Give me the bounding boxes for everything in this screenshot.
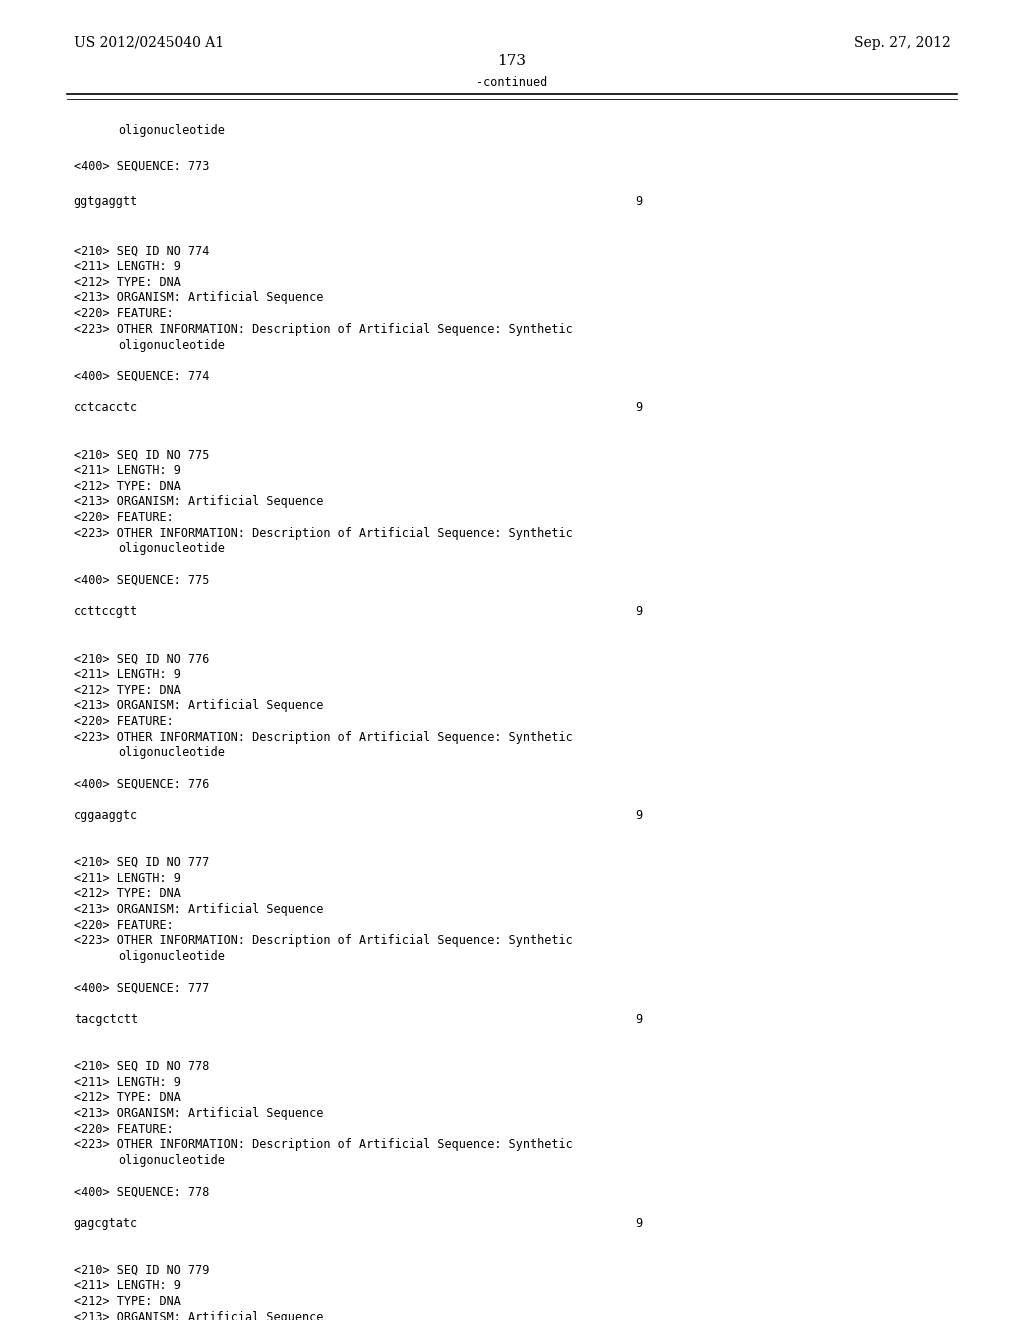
Text: <210> SEQ ID NO 774: <210> SEQ ID NO 774 — [74, 244, 209, 257]
Text: <210> SEQ ID NO 776: <210> SEQ ID NO 776 — [74, 652, 209, 665]
Text: <220> FEATURE:: <220> FEATURE: — [74, 919, 173, 932]
Text: <213> ORGANISM: Artificial Sequence: <213> ORGANISM: Artificial Sequence — [74, 1107, 324, 1119]
Text: <210> SEQ ID NO 778: <210> SEQ ID NO 778 — [74, 1060, 209, 1073]
Text: <210> SEQ ID NO 775: <210> SEQ ID NO 775 — [74, 449, 209, 461]
Text: <211> LENGTH: 9: <211> LENGTH: 9 — [74, 1076, 180, 1089]
Text: <220> FEATURE:: <220> FEATURE: — [74, 715, 173, 727]
Text: <220> FEATURE:: <220> FEATURE: — [74, 511, 173, 524]
Text: 9: 9 — [635, 195, 642, 207]
Text: 9: 9 — [635, 1012, 642, 1026]
Text: ggtgaggtt: ggtgaggtt — [74, 195, 138, 207]
Text: <400> SEQUENCE: 776: <400> SEQUENCE: 776 — [74, 777, 209, 791]
Text: <213> ORGANISM: Artificial Sequence: <213> ORGANISM: Artificial Sequence — [74, 700, 324, 713]
Text: <213> ORGANISM: Artificial Sequence: <213> ORGANISM: Artificial Sequence — [74, 1311, 324, 1320]
Text: <400> SEQUENCE: 773: <400> SEQUENCE: 773 — [74, 160, 209, 173]
Text: <223> OTHER INFORMATION: Description of Artificial Sequence: Synthetic: <223> OTHER INFORMATION: Description of … — [74, 935, 572, 948]
Text: ccttccgtt: ccttccgtt — [74, 605, 138, 618]
Text: Sep. 27, 2012: Sep. 27, 2012 — [854, 36, 950, 50]
Text: 9: 9 — [635, 401, 642, 414]
Text: <210> SEQ ID NO 779: <210> SEQ ID NO 779 — [74, 1263, 209, 1276]
Text: <400> SEQUENCE: 775: <400> SEQUENCE: 775 — [74, 574, 209, 587]
Text: <211> LENGTH: 9: <211> LENGTH: 9 — [74, 463, 180, 477]
Text: <220> FEATURE:: <220> FEATURE: — [74, 308, 173, 321]
Text: gagcgtatc: gagcgtatc — [74, 1217, 138, 1230]
Text: 173: 173 — [498, 54, 526, 67]
Text: <212> TYPE: DNA: <212> TYPE: DNA — [74, 479, 180, 492]
Text: US 2012/0245040 A1: US 2012/0245040 A1 — [74, 36, 224, 50]
Text: 9: 9 — [635, 1217, 642, 1230]
Text: <212> TYPE: DNA: <212> TYPE: DNA — [74, 1295, 180, 1308]
Text: <400> SEQUENCE: 774: <400> SEQUENCE: 774 — [74, 370, 209, 383]
Text: <212> TYPE: DNA: <212> TYPE: DNA — [74, 276, 180, 289]
Text: oligonucleotide: oligonucleotide — [118, 543, 224, 556]
Text: cggaaggtc: cggaaggtc — [74, 809, 138, 822]
Text: <212> TYPE: DNA: <212> TYPE: DNA — [74, 887, 180, 900]
Text: <212> TYPE: DNA: <212> TYPE: DNA — [74, 684, 180, 697]
Text: <213> ORGANISM: Artificial Sequence: <213> ORGANISM: Artificial Sequence — [74, 903, 324, 916]
Text: <211> LENGTH: 9: <211> LENGTH: 9 — [74, 871, 180, 884]
Text: 9: 9 — [635, 809, 642, 822]
Text: oligonucleotide: oligonucleotide — [118, 124, 224, 137]
Text: -continued: -continued — [476, 75, 548, 88]
Text: oligonucleotide: oligonucleotide — [118, 746, 224, 759]
Text: <211> LENGTH: 9: <211> LENGTH: 9 — [74, 1279, 180, 1292]
Text: <223> OTHER INFORMATION: Description of Artificial Sequence: Synthetic: <223> OTHER INFORMATION: Description of … — [74, 1138, 572, 1151]
Text: <212> TYPE: DNA: <212> TYPE: DNA — [74, 1092, 180, 1105]
Text: <213> ORGANISM: Artificial Sequence: <213> ORGANISM: Artificial Sequence — [74, 495, 324, 508]
Text: <400> SEQUENCE: 777: <400> SEQUENCE: 777 — [74, 982, 209, 994]
Text: oligonucleotide: oligonucleotide — [118, 338, 224, 351]
Text: 9: 9 — [635, 605, 642, 618]
Text: <210> SEQ ID NO 777: <210> SEQ ID NO 777 — [74, 855, 209, 869]
Text: <223> OTHER INFORMATION: Description of Artificial Sequence: Synthetic: <223> OTHER INFORMATION: Description of … — [74, 527, 572, 540]
Text: <223> OTHER INFORMATION: Description of Artificial Sequence: Synthetic: <223> OTHER INFORMATION: Description of … — [74, 730, 572, 743]
Text: <211> LENGTH: 9: <211> LENGTH: 9 — [74, 260, 180, 273]
Text: <223> OTHER INFORMATION: Description of Artificial Sequence: Synthetic: <223> OTHER INFORMATION: Description of … — [74, 323, 572, 335]
Text: cctcacctc: cctcacctc — [74, 401, 138, 414]
Text: <211> LENGTH: 9: <211> LENGTH: 9 — [74, 668, 180, 681]
Text: <400> SEQUENCE: 778: <400> SEQUENCE: 778 — [74, 1185, 209, 1199]
Text: <213> ORGANISM: Artificial Sequence: <213> ORGANISM: Artificial Sequence — [74, 292, 324, 305]
Text: oligonucleotide: oligonucleotide — [118, 1154, 224, 1167]
Text: oligonucleotide: oligonucleotide — [118, 950, 224, 964]
Text: <220> FEATURE:: <220> FEATURE: — [74, 1122, 173, 1135]
Text: tacgctctt: tacgctctt — [74, 1012, 138, 1026]
